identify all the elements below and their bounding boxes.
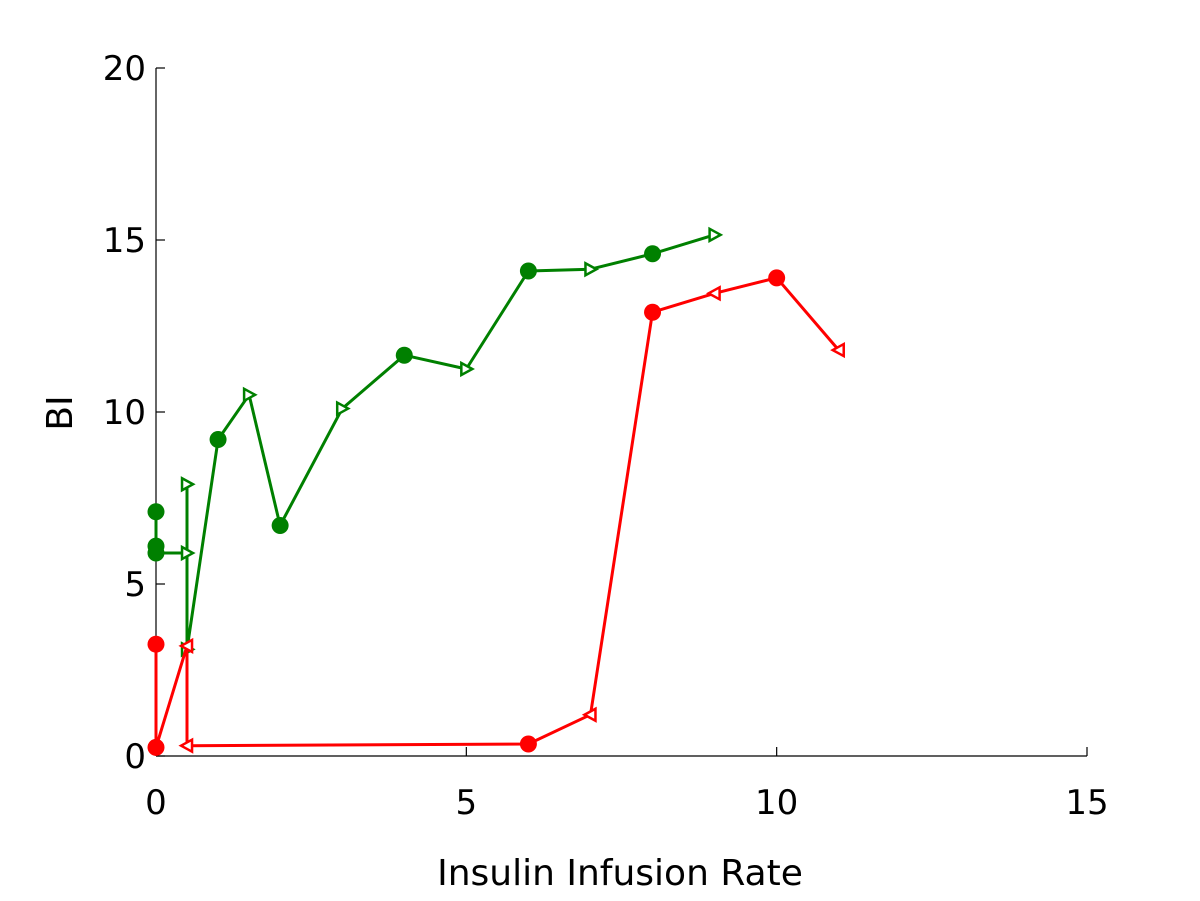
data-point [705,285,721,302]
x-tick-label: 0 [145,783,167,823]
data-point [242,386,258,403]
data-point [180,476,196,493]
data-point [460,360,475,378]
x-tick-label: 5 [456,783,478,823]
y-tick-label: 10 [103,393,146,433]
series-line [154,276,840,749]
x-axis-label: Insulin Infusion Rate [437,853,803,894]
axes: 0 5 10 15 0 5 10 15 20 [103,49,1109,823]
data-point [180,544,196,562]
data-point [335,400,351,417]
y-tick-label: 5 [124,565,146,605]
data-point [178,737,194,754]
data-point [644,245,662,263]
y-tick-label: 20 [103,49,146,89]
data-point [147,635,165,653]
data-point [209,431,227,449]
data-point [830,341,845,359]
y-axis-label: BI [40,395,81,430]
data-point [395,346,413,364]
data-point [271,517,289,535]
data-point [708,226,724,243]
data-point [644,303,662,321]
series-2 [147,269,845,756]
series-layer [147,226,845,756]
series-line [154,233,716,651]
x-tick-label: 10 [755,783,798,823]
x-tick-label: 15 [1065,783,1108,823]
data-point [768,269,786,287]
y-tick-label: 15 [103,221,146,261]
data-point [147,503,165,521]
series-1 [147,226,724,658]
data-point [147,544,165,562]
data-point [581,706,597,723]
data-point [178,637,194,655]
data-point [584,261,600,278]
data-point [519,735,537,753]
data-point [147,738,165,756]
data-point [519,262,537,280]
y-tick-label: 0 [124,737,146,777]
